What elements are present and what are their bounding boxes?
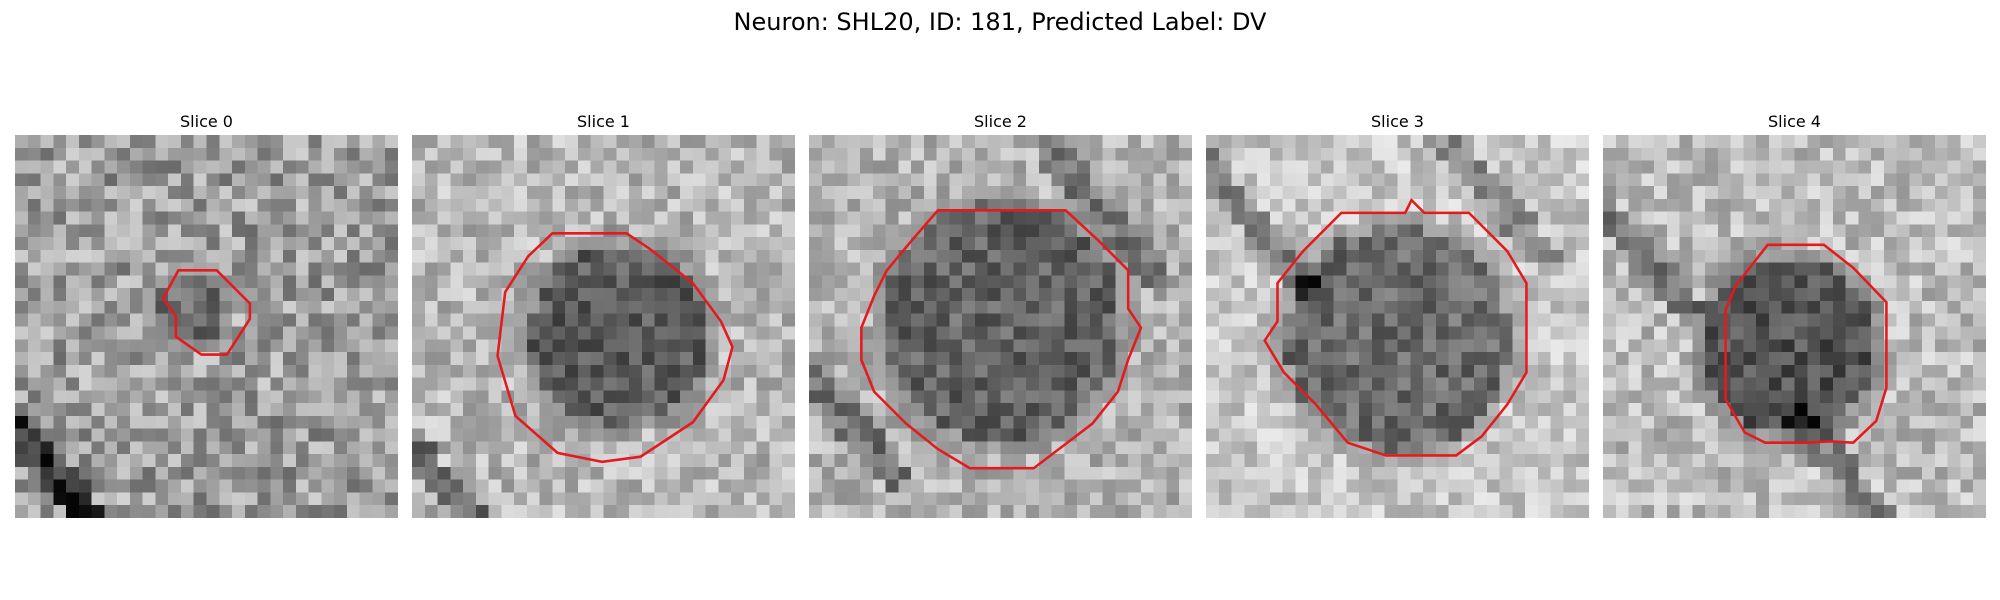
slice-title-4: Slice 4	[1768, 112, 1821, 131]
slice-image-3	[1206, 135, 1589, 518]
slice-image-1-svg	[412, 135, 795, 518]
roi-contour	[1724, 243, 1888, 444]
slice-panel-3: Slice 3	[1206, 112, 1589, 518]
figure-title: Neuron: SHL20, ID: 181, Predicted Label:…	[733, 8, 1267, 36]
slice-title-3: Slice 3	[1371, 112, 1424, 131]
slice-image-3-svg	[1206, 135, 1589, 518]
slice-title-2: Slice 2	[974, 112, 1027, 131]
roi-contour	[860, 209, 1143, 470]
slice-image-2-svg	[809, 135, 1192, 518]
slice-panel-2: Slice 2	[809, 112, 1192, 518]
slice-image-0	[15, 135, 398, 518]
slice-panel-4: Slice 4	[1603, 112, 1986, 518]
slice-title-1: Slice 1	[577, 112, 630, 131]
slice-image-4-svg	[1603, 135, 1986, 518]
roi-contour	[1263, 197, 1528, 457]
slice-panel-1: Slice 1	[412, 112, 795, 518]
slice-title-0: Slice 0	[180, 112, 233, 131]
slice-panel-0: Slice 0	[15, 112, 398, 518]
roi-contour	[496, 232, 734, 464]
roi-contour	[161, 269, 252, 356]
slice-image-2	[809, 135, 1192, 518]
slice-image-4	[1603, 135, 1986, 518]
slice-image-1	[412, 135, 795, 518]
slice-image-0-svg	[15, 135, 398, 518]
